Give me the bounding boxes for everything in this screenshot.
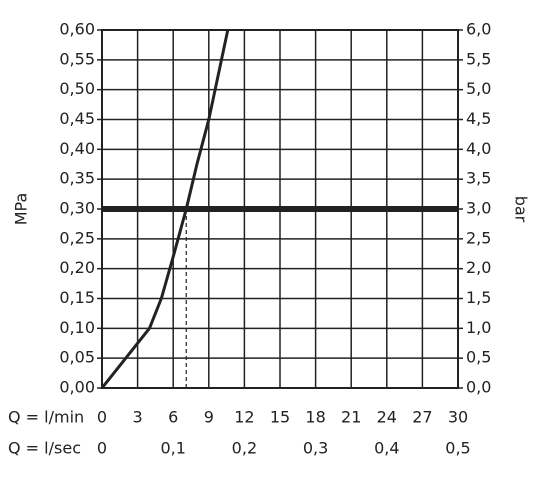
y-tick-label: 0,30 bbox=[59, 199, 95, 218]
y2-tick-label: 0,5 bbox=[466, 348, 491, 367]
y2-tick-label: 5,0 bbox=[466, 79, 491, 98]
x2-axis-title: Q = l/sec bbox=[8, 439, 81, 458]
y2-tick-label: 1,5 bbox=[466, 288, 491, 307]
x-axis-title: Q = l/min bbox=[8, 408, 84, 427]
y-tick-label: 0,45 bbox=[59, 109, 95, 128]
x2-tick-label: 0 bbox=[97, 439, 107, 458]
x-tick-label: 15 bbox=[270, 408, 290, 427]
y2-tick-label: 4,5 bbox=[466, 109, 491, 128]
y2-tick-label: 3,0 bbox=[466, 199, 491, 218]
x-tick-label: 6 bbox=[168, 408, 178, 427]
x-tick-label: 21 bbox=[341, 408, 361, 427]
y2-tick-label: 0,0 bbox=[466, 378, 491, 397]
y2-axis-title: bar bbox=[512, 196, 531, 223]
y2-tick-label: 1,0 bbox=[466, 318, 491, 337]
y2-tick-label: 4,0 bbox=[466, 139, 491, 158]
x-tick-label: 3 bbox=[133, 408, 143, 427]
x2-tick-label: 0,5 bbox=[445, 439, 470, 458]
y2-tick-label: 2,0 bbox=[466, 258, 491, 277]
x2-tick-label: 0,3 bbox=[303, 439, 328, 458]
x2-tick-label: 0,2 bbox=[232, 439, 257, 458]
y-tick-label: 0,15 bbox=[59, 288, 95, 307]
y-tick-label: 0,20 bbox=[59, 258, 95, 277]
y-tick-label: 0,25 bbox=[59, 228, 95, 247]
y-tick-label: 0,50 bbox=[59, 79, 95, 98]
y-tick-label: 0,00 bbox=[59, 378, 95, 397]
x-tick-label: 12 bbox=[234, 408, 254, 427]
x-tick-label: 24 bbox=[377, 408, 397, 427]
y-tick-label: 0,60 bbox=[59, 20, 95, 39]
x-tick-label: 27 bbox=[412, 408, 432, 427]
y2-tick-label: 6,0 bbox=[466, 20, 491, 39]
y-tick-label: 0,40 bbox=[59, 139, 95, 158]
y-axis-title: MPa bbox=[12, 193, 31, 226]
y2-tick-label: 3,5 bbox=[466, 169, 491, 188]
y-tick-label: 0,05 bbox=[59, 348, 95, 367]
x-tick-label: 30 bbox=[448, 408, 468, 427]
y2-tick-label: 2,5 bbox=[466, 228, 491, 247]
x-tick-label: 18 bbox=[305, 408, 325, 427]
curve bbox=[100, 29, 230, 389]
y-tick-label: 0,55 bbox=[59, 49, 95, 68]
x-tick-label: 9 bbox=[204, 408, 214, 427]
x2-tick-label: 0,1 bbox=[160, 439, 185, 458]
x2-tick-label: 0,4 bbox=[374, 439, 399, 458]
y-tick-label: 0,10 bbox=[59, 318, 95, 337]
x-tick-label: 0 bbox=[97, 408, 107, 427]
y-tick-label: 0,35 bbox=[59, 169, 95, 188]
y2-tick-label: 5,5 bbox=[466, 49, 491, 68]
